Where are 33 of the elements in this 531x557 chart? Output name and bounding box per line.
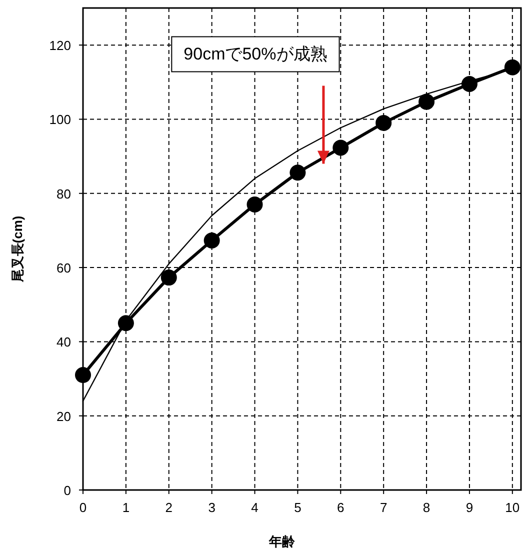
y-tick-label: 100 (49, 112, 71, 128)
x-tick-label: 0 (79, 500, 87, 515)
point (461, 76, 478, 92)
point (160, 270, 177, 286)
x-tick-label: 8 (422, 500, 430, 515)
x-tick-label: 5 (294, 500, 302, 515)
point (376, 114, 392, 131)
x-tick-label: 4 (251, 500, 258, 515)
x-tick-label: 9 (466, 500, 474, 515)
y-tick-label: 40 (56, 334, 71, 350)
x-axis-title: 年齢 (268, 534, 296, 549)
y-tick-label: 20 (56, 408, 71, 424)
point (290, 164, 306, 181)
x-tick-label: 1 (122, 500, 130, 515)
annotation: 90cmで50%が成熟 (184, 44, 328, 64)
point (418, 94, 435, 110)
y-tick-label: 120 (49, 38, 71, 54)
x-tick-label: 10 (505, 500, 520, 515)
point (118, 315, 134, 332)
point (504, 59, 520, 76)
y-tick-label: 80 (56, 186, 71, 202)
point (332, 140, 349, 156)
y-tick-label: 0 (64, 483, 71, 498)
point (204, 232, 220, 248)
x-tick-label: 3 (208, 500, 216, 515)
x-tick-label: 6 (337, 500, 344, 515)
y-axis-title: 尾叉長(cm) (10, 216, 25, 284)
annotation: 90cmで50%が成熟 (171, 36, 340, 72)
x-tick-label: 7 (380, 500, 388, 515)
y-tick-label: 60 (56, 260, 71, 276)
x-tick-label: 2 (165, 500, 172, 515)
point (75, 367, 91, 384)
point (246, 196, 263, 213)
